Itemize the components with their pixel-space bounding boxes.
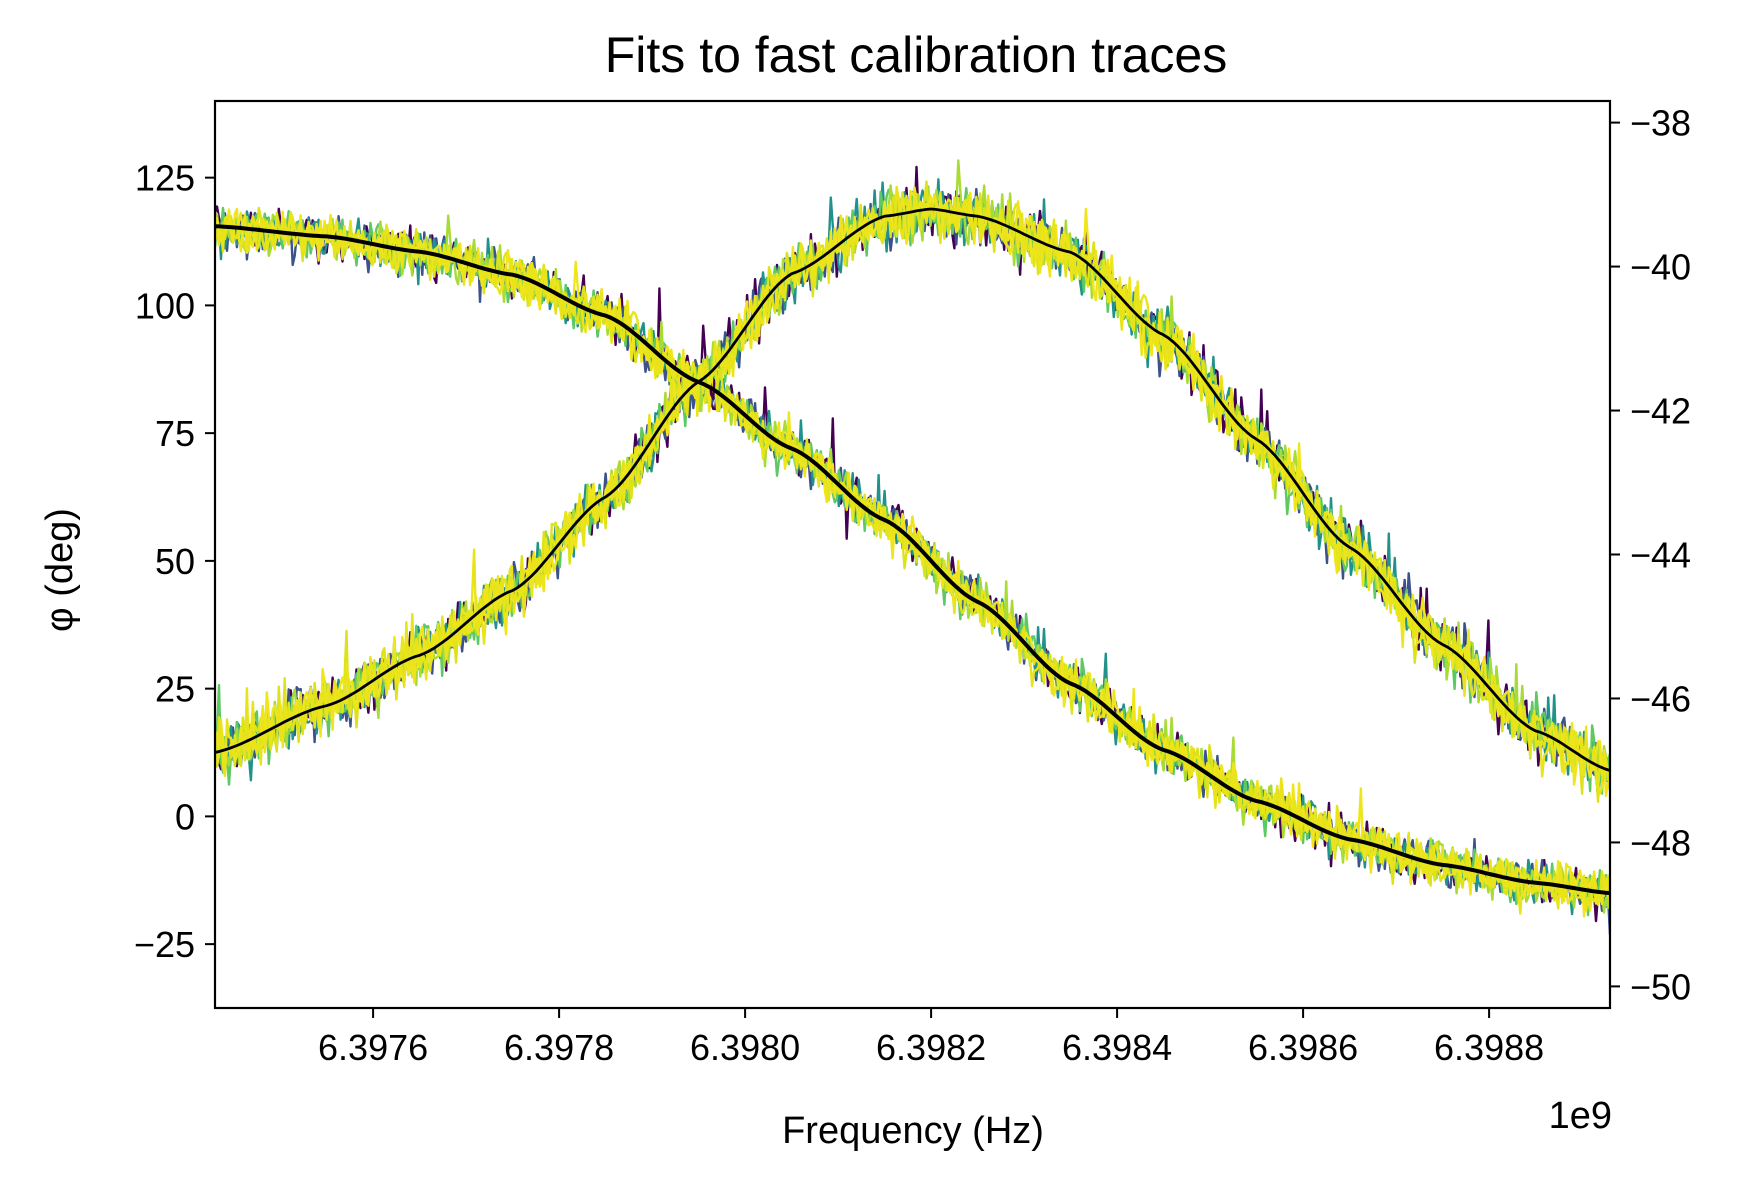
y-axis-left: −25 0 25 50 75 100 125	[134, 158, 215, 965]
y-tick-label: 0	[175, 796, 195, 837]
trace-1-1	[215, 205, 1610, 923]
trace-1-3	[215, 210, 1610, 916]
y-axis-right: −50 −48 −46 −44 −42 −40 −38	[1610, 103, 1691, 1007]
y2-tick-label: −44	[1630, 535, 1691, 576]
y-tick-label: 100	[135, 285, 195, 326]
y-tick-label: 125	[135, 158, 195, 199]
y-tick-label: 25	[155, 669, 195, 710]
y2-tick-label: −46	[1630, 678, 1691, 719]
trace-1-5	[215, 212, 1610, 914]
trace-1-2	[215, 211, 1610, 935]
x-tick-label: 6.3988	[1434, 1027, 1544, 1068]
fit-curve-1	[215, 224, 1610, 895]
x-axis-label: Frequency (Hz)	[782, 1110, 1044, 1152]
y2-tick-label: −42	[1630, 391, 1691, 432]
x-tick-label: 6.3978	[504, 1027, 614, 1068]
calibration-traces	[215, 159, 1610, 935]
trace-2-7	[215, 189, 1610, 798]
trace-1-7	[215, 207, 1610, 918]
trace-2-4	[215, 186, 1610, 795]
y-tick-label: 75	[155, 413, 195, 454]
trace-1-8	[215, 210, 1610, 915]
x-tick-label: 6.3984	[1062, 1027, 1172, 1068]
y-tick-label: −25	[134, 924, 195, 965]
x-tick-label: 6.3982	[876, 1027, 986, 1068]
y2-tick-label: −50	[1630, 966, 1691, 1007]
x-tick-label: 6.3986	[1248, 1027, 1358, 1068]
trace-2-2	[215, 187, 1610, 783]
y2-tick-label: −38	[1630, 103, 1691, 144]
x-axis-offset-label: 1e9	[1549, 1095, 1612, 1137]
fit-curves	[215, 207, 1610, 895]
trace-2-6	[215, 180, 1610, 803]
x-tick-label: 6.3976	[318, 1027, 428, 1068]
x-tick-label: 6.3980	[690, 1027, 800, 1068]
plot-area	[215, 159, 1610, 935]
trace-2-3	[215, 178, 1610, 786]
chart-title: Fits to fast calibration traces	[605, 27, 1227, 83]
y-axis-label: φ (deg)	[39, 508, 81, 632]
fit-curve-2	[215, 207, 1610, 772]
y-tick-label: 50	[155, 541, 195, 582]
x-axis: 6.3976 6.3978 6.3980 6.3982 6.3984 6.3986 6.39…	[318, 1008, 1544, 1068]
trace-2-8	[215, 185, 1610, 795]
y2-tick-label: −40	[1630, 247, 1691, 288]
y2-tick-label: −48	[1630, 822, 1691, 863]
